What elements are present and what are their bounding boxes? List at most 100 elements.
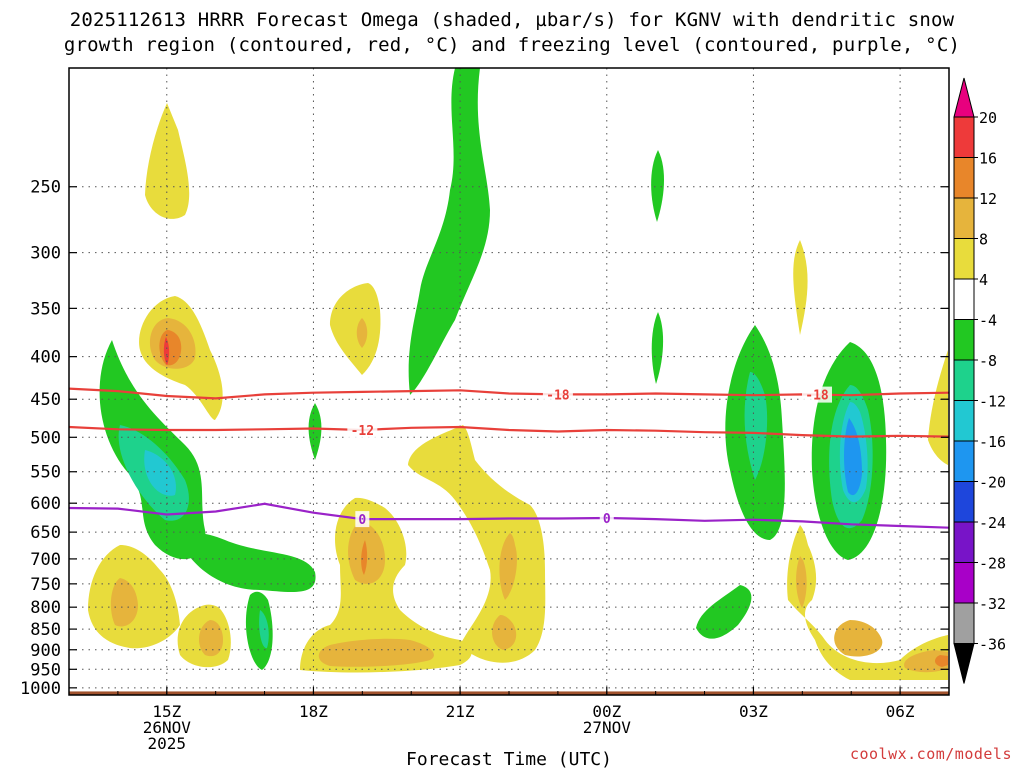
colorbar-label: 12 [979, 190, 997, 208]
title-line-2: growth region (contoured, red, °C) and f… [63, 34, 961, 56]
y-axis: 2503003504004505005506006507007508008509… [20, 178, 949, 699]
downward-region [145, 103, 190, 219]
colorbar-label: -28 [979, 555, 1006, 573]
x-tick-label: 27NOV [583, 718, 632, 737]
colorbar-label: -20 [979, 474, 1006, 492]
upward-region [308, 403, 322, 460]
downward-region [904, 650, 948, 673]
downward-region [198, 620, 224, 657]
y-tick-label: 950 [30, 660, 61, 680]
contour--12 [69, 425, 949, 438]
colorbar-label: -32 [979, 595, 1006, 613]
downward-region [318, 638, 434, 667]
contour-label: -12 [351, 424, 374, 439]
colorbar-swatch [953, 521, 975, 563]
upward-region [180, 533, 316, 593]
colorbar-label: -24 [979, 514, 1006, 532]
colorbar-swatch [953, 562, 975, 604]
y-tick-label: 750 [30, 575, 61, 595]
colorbar-label: -4 [979, 312, 997, 330]
contour-label: 0 [603, 512, 611, 527]
colorbar-label: -8 [979, 352, 997, 370]
downward-region [934, 655, 948, 667]
colorbar-swatch [953, 400, 975, 442]
colorbar-swatch [953, 197, 975, 239]
downward-region [356, 318, 368, 348]
colorbar-label: 16 [979, 150, 997, 168]
x-tick-label: 26NOV [143, 718, 192, 737]
downward-region [110, 578, 138, 627]
y-tick-label: 700 [30, 550, 61, 570]
y-tick-label: 400 [30, 348, 61, 368]
contour-label: 0 [358, 513, 366, 528]
colorbar-label: 20 [979, 109, 997, 127]
colorbar-swatch [953, 359, 975, 401]
upward-region [696, 585, 752, 639]
downward-region [793, 240, 808, 335]
omega-shading [88, 68, 948, 680]
upward-region [651, 150, 665, 222]
colorbar-bottom-arrow [953, 643, 975, 684]
colorbar-label: -16 [979, 433, 1006, 451]
downward-region [330, 283, 381, 375]
y-tick-label: 1000 [20, 679, 61, 699]
x-tick-label: 15Z [152, 702, 181, 721]
x-tick-label: 21Z [446, 702, 475, 721]
contour-label-bg [347, 421, 378, 438]
colorbar-label: 8 [979, 231, 988, 249]
colorbar-swatch [953, 602, 975, 644]
downward-region [928, 350, 948, 465]
downward-region [796, 556, 807, 608]
x-tick-label: 00Z [592, 702, 621, 721]
y-tick-label: 650 [30, 523, 61, 543]
downward-region [408, 425, 546, 663]
downward-region [834, 620, 883, 657]
title-line-1: 2025112613 HRRR Forecast Omega (shaded, … [69, 9, 955, 31]
upward-region [245, 591, 273, 670]
y-tick-label: 550 [30, 463, 61, 483]
upward-region [408, 68, 490, 395]
x-axis-label: Forecast Time (UTC) [406, 749, 612, 768]
colorbar-swatch [953, 481, 975, 523]
colorbar-swatch [953, 319, 975, 361]
upward-region [259, 610, 269, 649]
y-tick-label: 300 [30, 244, 61, 264]
upward-region [651, 312, 664, 384]
y-tick-label: 500 [30, 428, 61, 448]
colorbar: 20 16 12 8 4 -4 -8 -12 -16 -20 -24 -28 -32 -36 [953, 77, 1006, 684]
colorbar-swatch [953, 440, 975, 482]
x-tick-label: 2025 [148, 734, 187, 753]
chart-title: 2025112613 HRRR Forecast Omega (shaded, … [0, 8, 1024, 58]
contour-lines: -18 -18 -12 0 0 [69, 386, 949, 529]
colorbar-swatch [953, 157, 975, 199]
contour-label: -18 [546, 388, 570, 403]
y-tick-label: 800 [30, 598, 61, 618]
y-tick-label: 600 [30, 494, 61, 514]
grid-lines [69, 68, 949, 695]
upward-region [144, 450, 176, 496]
contour-label: -18 [805, 389, 829, 404]
contour-label-bg [599, 509, 614, 526]
colorbar-swatch [953, 116, 975, 158]
x-tick-label: 03Z [739, 702, 768, 721]
colorbar-swatch [953, 278, 975, 320]
y-tick-label: 850 [30, 620, 61, 640]
colorbar-top-arrow [953, 77, 975, 118]
upward-region [744, 372, 768, 480]
downward-region [499, 533, 517, 600]
y-tick-label: 350 [30, 299, 61, 319]
y-tick-label: 250 [30, 178, 61, 198]
x-tick-label: 06Z [886, 702, 915, 721]
contour-label-bg [355, 511, 370, 528]
site-credit[interactable]: coolwx.com/models [849, 745, 1012, 763]
y-tick-label: 900 [30, 641, 61, 661]
colorbar-swatch [953, 238, 975, 280]
y-tick-label: 450 [30, 390, 61, 410]
contour-0 [69, 502, 949, 529]
downward-region [361, 540, 368, 575]
downward-region [492, 615, 517, 650]
colorbar-label: -36 [979, 636, 1006, 654]
downward-region [163, 337, 170, 365]
